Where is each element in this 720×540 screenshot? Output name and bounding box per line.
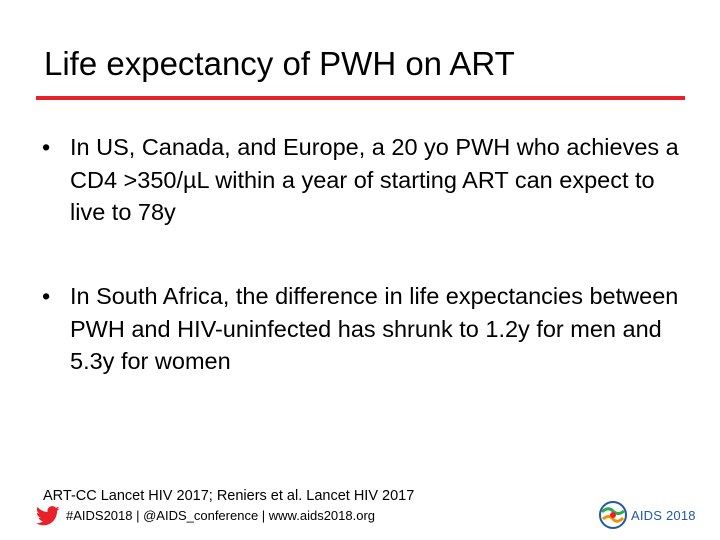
bullet-text: In US, Canada, and Europe, a 20 yo PWH w… (70, 134, 679, 225)
social-footer: #AIDS2018 | @AIDS_conference | www.aids2… (36, 505, 375, 527)
references: ART-CC Lancet HIV 2017; Reniers et al. L… (43, 488, 415, 504)
conference-handles: #AIDS2018 | @AIDS_conference | www.aids2… (66, 508, 376, 523)
slide-title: Life expectancy of PWH on ART (44, 45, 515, 82)
twitter-bird-icon (36, 506, 60, 526)
bullet-marker: • (42, 134, 51, 160)
title-underline (36, 96, 685, 100)
logo-text: AIDS 2018 (631, 507, 696, 523)
bullet-item: • In US, Canada, and Europe, a 20 yo PWH… (42, 131, 682, 229)
aids2018-globe-icon (598, 500, 628, 530)
bullet-item: • In South Africa, the difference in lif… (42, 280, 682, 378)
bullet-marker: • (42, 283, 51, 309)
bullet-text: In South Africa, the difference in life … (70, 283, 679, 374)
conference-logo: AIDS 2018 (598, 498, 696, 532)
